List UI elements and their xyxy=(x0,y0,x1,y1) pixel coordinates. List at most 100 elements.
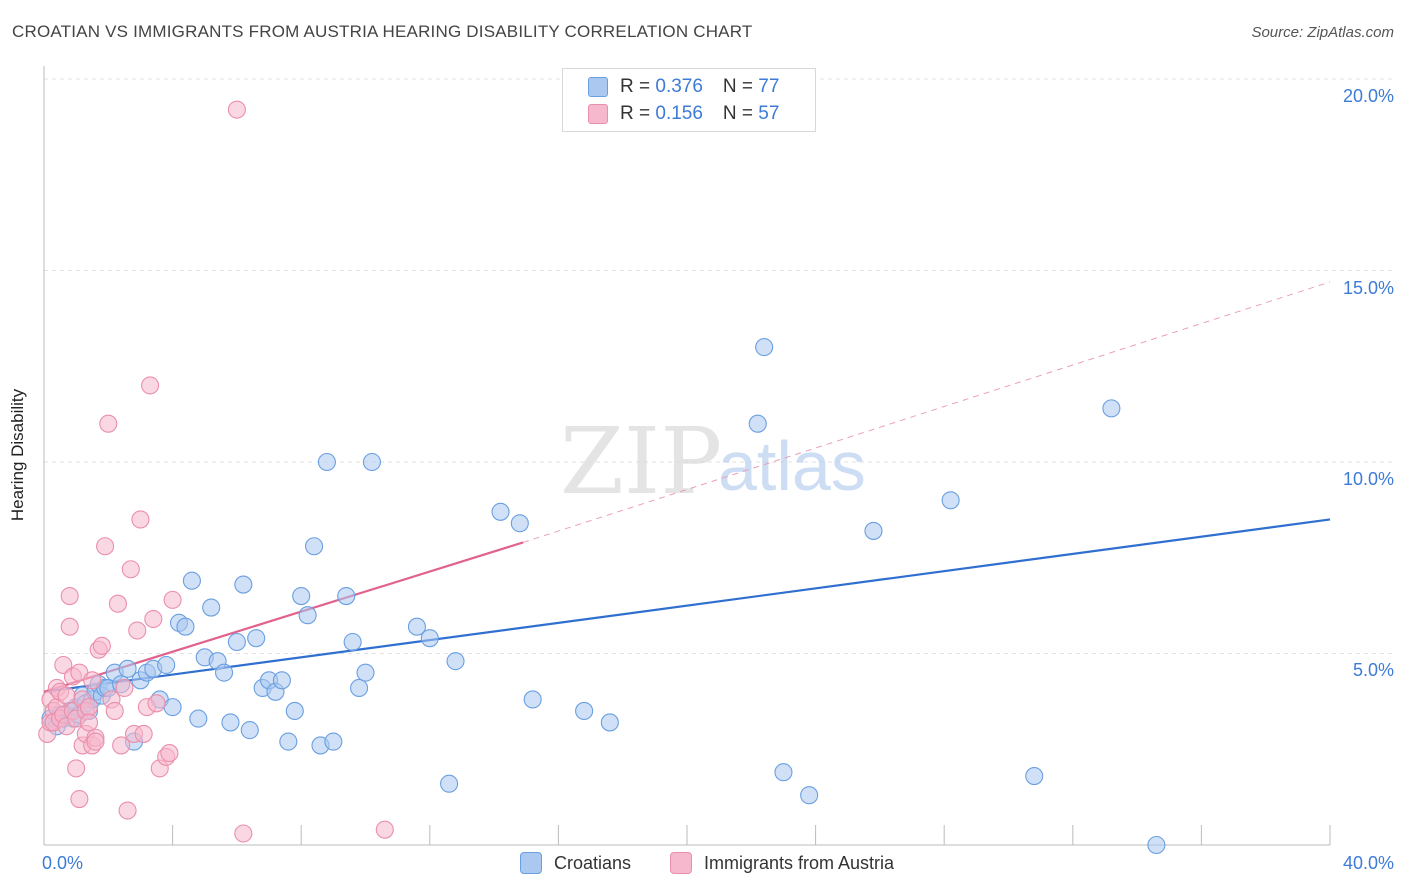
legend-swatch-blue xyxy=(520,852,542,874)
austria-point xyxy=(108,594,127,613)
austria-point xyxy=(60,586,79,606)
croatians-point xyxy=(755,338,774,357)
legend-label: Immigrants from Austria xyxy=(704,852,895,873)
austria-point xyxy=(118,801,137,820)
croatians-point xyxy=(1147,835,1166,855)
austria-point xyxy=(60,617,79,636)
austria-point xyxy=(79,698,99,717)
croatians-point xyxy=(941,491,960,510)
austria-point xyxy=(86,732,105,751)
legend-row-croatians: R = 0.376 N = 77 xyxy=(588,76,779,98)
austria-point xyxy=(121,560,140,579)
croatians-point xyxy=(600,713,619,732)
croatians-point xyxy=(118,659,137,678)
austria-point xyxy=(375,820,394,839)
legend-label: Croatians xyxy=(554,852,632,873)
croatians-point xyxy=(279,732,298,751)
series-legend-croatians: Croatians xyxy=(520,852,631,874)
croatians-point xyxy=(774,763,793,782)
austria-point xyxy=(67,759,86,778)
croatians-point xyxy=(748,414,767,433)
austria-point xyxy=(70,789,89,809)
watermark: ZIP atlas xyxy=(560,408,866,515)
legend-swatch-pink xyxy=(670,852,692,874)
croatians-point xyxy=(157,655,176,675)
austria-point xyxy=(234,824,253,843)
croatians-point xyxy=(1025,767,1044,786)
austria-point xyxy=(227,100,246,119)
croatians-point xyxy=(446,652,465,671)
legend-r-label: R = xyxy=(620,103,656,124)
y-tick-label: 20.0% xyxy=(1342,86,1394,106)
croatians-point xyxy=(305,537,324,556)
austria-point xyxy=(83,671,102,690)
croatians-point xyxy=(324,732,343,751)
croatians-point xyxy=(214,663,234,682)
correlation-legend: R = 0.376 N = 77 R = 0.156 N = 57 xyxy=(562,68,816,132)
series-legend-austria: Immigrants from Austria xyxy=(670,852,894,874)
austria-point xyxy=(160,744,179,763)
croatians-point xyxy=(407,617,426,636)
croatians-point xyxy=(227,632,246,652)
austria-point xyxy=(57,686,76,705)
croatians-point xyxy=(864,521,883,540)
croatians-point xyxy=(337,586,356,606)
y-tick-label: 5.0% xyxy=(1352,660,1394,680)
croatians-point xyxy=(523,690,542,709)
croatians-point xyxy=(292,586,311,606)
croatians-point xyxy=(350,678,369,698)
austria-point xyxy=(115,678,134,698)
chart-title: CROATIAN VS IMMIGRANTS FROM AUSTRIA HEAR… xyxy=(12,22,753,41)
croatians-point xyxy=(221,713,240,732)
watermark-zip: ZIP xyxy=(560,408,722,515)
legend-n-label: N = xyxy=(722,103,759,124)
croatians-point xyxy=(575,701,594,721)
legend-row-austria: R = 0.156 N = 57 xyxy=(588,103,779,125)
croatians-point xyxy=(202,598,221,617)
legend-r-value: 0.156 xyxy=(655,103,703,124)
austria-point xyxy=(79,713,99,732)
axes xyxy=(43,66,1331,846)
trend-line-croatians xyxy=(43,518,1331,693)
legend-r-label: R = xyxy=(620,76,656,97)
croatians-point xyxy=(285,701,304,721)
croatians-point xyxy=(440,774,459,793)
austria-point xyxy=(163,590,182,609)
trend-line-austria-extension xyxy=(522,281,1331,543)
source-label: Source: ZipAtlas.com xyxy=(1251,24,1394,41)
austria-point xyxy=(147,694,166,713)
data-points xyxy=(38,100,1166,855)
legend-n-label: N = xyxy=(722,76,759,97)
austria-point xyxy=(141,376,160,395)
austria-point xyxy=(99,414,118,433)
croatians-point xyxy=(247,629,266,648)
austria-point xyxy=(131,510,150,529)
austria-point xyxy=(128,621,147,640)
x-tick-label: 0.0% xyxy=(42,853,84,873)
austria-point xyxy=(112,736,131,755)
austria-point xyxy=(144,609,163,629)
legend-r-value: 0.376 xyxy=(655,76,703,97)
austria-point xyxy=(96,537,115,556)
y-tick-label: 15.0% xyxy=(1342,278,1394,298)
croatians-point xyxy=(272,671,291,690)
croatians-point xyxy=(362,452,381,472)
y-tick-label: 10.0% xyxy=(1342,469,1394,489)
croatians-point xyxy=(189,709,208,728)
croatians-point xyxy=(176,617,195,636)
croatians-point xyxy=(182,571,201,590)
croatians-point xyxy=(343,632,362,652)
croatians-point xyxy=(491,502,510,521)
croatians-point xyxy=(240,721,259,740)
croatians-point xyxy=(234,575,253,594)
legend-swatch-blue xyxy=(588,77,608,97)
austria-point xyxy=(105,701,124,721)
croatians-point xyxy=(317,452,336,472)
croatians-point xyxy=(800,786,819,805)
legend-swatch-pink xyxy=(588,104,608,124)
legend-n-value: 77 xyxy=(758,76,780,97)
croatians-point xyxy=(163,698,182,717)
grid-lines xyxy=(44,78,1394,654)
austria-point xyxy=(134,724,153,743)
